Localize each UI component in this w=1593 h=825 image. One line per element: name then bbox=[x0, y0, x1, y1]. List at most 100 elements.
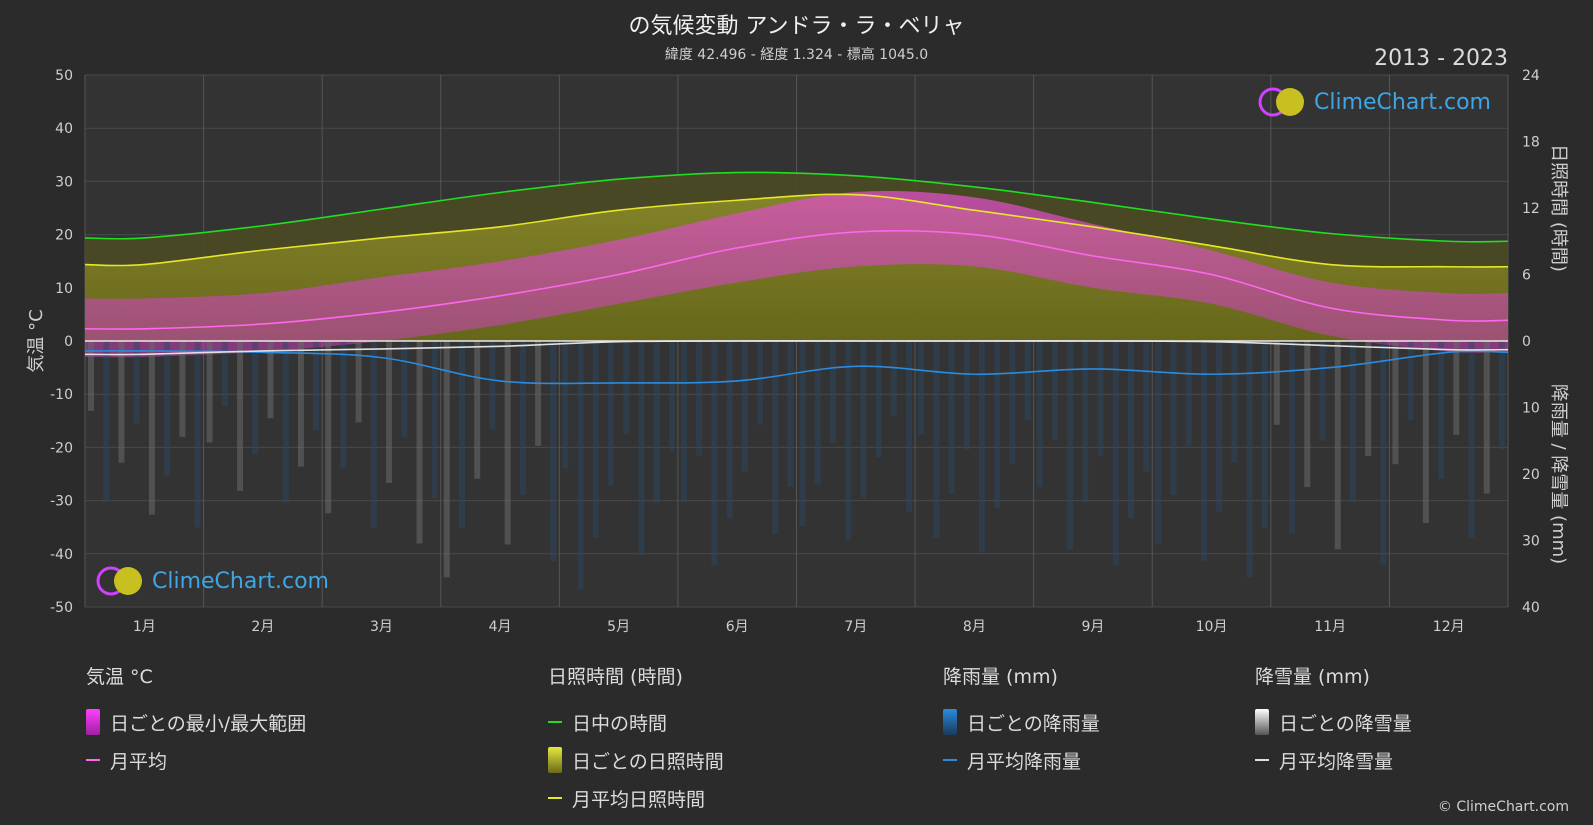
precip-bar bbox=[1051, 341, 1058, 441]
legend-item[interactable]: 日ごとの最小/最大範囲 bbox=[86, 703, 306, 741]
rain-avg-swatch bbox=[943, 759, 957, 761]
logo-text: ClimeChart.com bbox=[152, 568, 329, 594]
precip-bar bbox=[179, 341, 186, 437]
y-left-tick-label: -40 bbox=[50, 547, 73, 563]
x-tick-label: 9月 bbox=[1081, 619, 1104, 635]
precip-bar bbox=[608, 341, 615, 486]
precip-bar bbox=[948, 341, 955, 494]
precip-bar bbox=[711, 341, 718, 565]
precip-bar bbox=[489, 341, 496, 430]
climechart-logo-icon bbox=[96, 566, 142, 596]
legend-item[interactable]: 日ごとの日照時間 bbox=[548, 741, 724, 779]
legend-sun-head: 日照時間 (時間) bbox=[548, 666, 683, 688]
sunshine-avg-swatch bbox=[548, 797, 562, 799]
legend-item[interactable]: 月平均日照時間 bbox=[548, 779, 724, 817]
precip-bar bbox=[592, 341, 599, 538]
precip-bar bbox=[918, 341, 925, 435]
year-range: 2013 - 2023 bbox=[1374, 46, 1508, 71]
temp-avg-swatch bbox=[86, 759, 100, 761]
legend-label: 日ごとの最小/最大範囲 bbox=[110, 712, 307, 735]
precip-bar bbox=[978, 341, 985, 553]
precip-bar bbox=[550, 341, 557, 561]
legend-temp-head: 気温 °C bbox=[86, 666, 153, 688]
precip-bar bbox=[340, 341, 347, 468]
logo-top[interactable]: ClimeChart.com bbox=[1258, 86, 1491, 118]
x-tick-label: 3月 bbox=[370, 619, 393, 635]
legend-item[interactable]: 月平均 bbox=[86, 741, 306, 779]
precip-bar bbox=[623, 341, 630, 435]
y-right-top-tick-label: 24 bbox=[1522, 68, 1540, 84]
temp-range-swatch bbox=[86, 709, 100, 735]
rain-swatch bbox=[943, 709, 957, 735]
legend-rain: 降雨量 (mm) 日ごとの降雨量 月平均降雨量 bbox=[943, 662, 1100, 779]
precip-bar bbox=[860, 341, 867, 499]
y-left-tick-label: 0 bbox=[64, 334, 73, 350]
snow-swatch bbox=[1255, 709, 1269, 735]
y-right-bottom-tick-label: 10 bbox=[1522, 401, 1540, 417]
copyright: © ClimeChart.com bbox=[1437, 799, 1569, 815]
precip-bar bbox=[194, 341, 201, 528]
legend-label: 日ごとの日照時間 bbox=[572, 750, 724, 773]
precip-bar bbox=[1289, 341, 1296, 534]
y-right-bottom-tick-label: 40 bbox=[1522, 600, 1540, 616]
precip-bar bbox=[401, 341, 408, 438]
precip-bar bbox=[325, 341, 332, 514]
precip-bar bbox=[1304, 341, 1311, 488]
y-right-bottom-axis-title: 降雨量 / 降雪量 (mm) bbox=[1548, 384, 1569, 564]
legend-item[interactable]: 日ごとの降雨量 bbox=[943, 703, 1100, 741]
precip-bar bbox=[206, 341, 213, 443]
precip-bar bbox=[638, 341, 645, 556]
precip-bar bbox=[88, 341, 94, 411]
x-tick-label: 10月 bbox=[1196, 619, 1228, 635]
legend-item[interactable]: 月平均降雪量 bbox=[1255, 741, 1412, 779]
series-line bbox=[84, 193, 1509, 268]
precip-bar bbox=[1468, 341, 1475, 538]
legend-item[interactable]: 日中の時間 bbox=[548, 703, 724, 741]
precip-bar bbox=[282, 341, 289, 503]
legend-label: 月平均日照時間 bbox=[572, 788, 706, 811]
precip-bar bbox=[1334, 341, 1341, 550]
y-left-tick-label: 50 bbox=[55, 68, 73, 84]
y-left-tick-label: -50 bbox=[50, 600, 73, 616]
y-left-tick-label: -10 bbox=[50, 387, 73, 403]
precip-bar bbox=[519, 341, 526, 496]
precip-bar bbox=[164, 341, 171, 476]
precip-bar bbox=[458, 341, 465, 528]
precip-bar bbox=[1216, 341, 1223, 512]
precip-bar bbox=[668, 341, 675, 452]
precip-bar bbox=[741, 341, 748, 472]
precip-bar bbox=[103, 341, 110, 502]
precip-bar bbox=[370, 341, 377, 529]
temp-range-area bbox=[85, 190, 1508, 358]
precip-bar bbox=[1380, 341, 1387, 565]
precip-bar bbox=[504, 341, 511, 545]
x-tick-label: 2月 bbox=[251, 619, 274, 635]
x-tick-label: 5月 bbox=[607, 619, 630, 635]
precip-bar bbox=[1170, 341, 1177, 496]
y-left-tick-label: -20 bbox=[50, 440, 73, 456]
precip-bar bbox=[829, 341, 836, 444]
x-tick-label: 11月 bbox=[1314, 619, 1346, 635]
precip-bar bbox=[1128, 341, 1135, 519]
legend-item[interactable]: 月平均降雨量 bbox=[943, 741, 1100, 779]
legend-label: 月平均降雨量 bbox=[967, 750, 1082, 773]
precip-bar bbox=[875, 341, 882, 457]
legend-snow-head: 降雪量 (mm) bbox=[1255, 666, 1370, 688]
precip-bar bbox=[814, 341, 821, 485]
precip-bar bbox=[757, 341, 764, 425]
legend-item[interactable]: 日ごとの降雪量 bbox=[1255, 703, 1412, 741]
precip-bar bbox=[653, 341, 660, 504]
precip-bar bbox=[1365, 341, 1372, 456]
logo-text: ClimeChart.com bbox=[1314, 89, 1491, 115]
sunshine-swatch bbox=[548, 747, 562, 773]
x-tick-label: 12月 bbox=[1433, 619, 1465, 635]
precip-bar bbox=[696, 341, 703, 456]
logo-bottom[interactable]: ClimeChart.com bbox=[96, 565, 329, 597]
y-left-tick-label: 10 bbox=[55, 281, 73, 297]
precip-bar bbox=[252, 341, 259, 455]
precip-bar bbox=[1185, 341, 1192, 446]
precip-bar bbox=[1273, 341, 1280, 425]
precip-bar bbox=[1483, 341, 1490, 494]
precip-bar bbox=[1319, 341, 1326, 441]
x-tick-label: 7月 bbox=[844, 619, 867, 635]
